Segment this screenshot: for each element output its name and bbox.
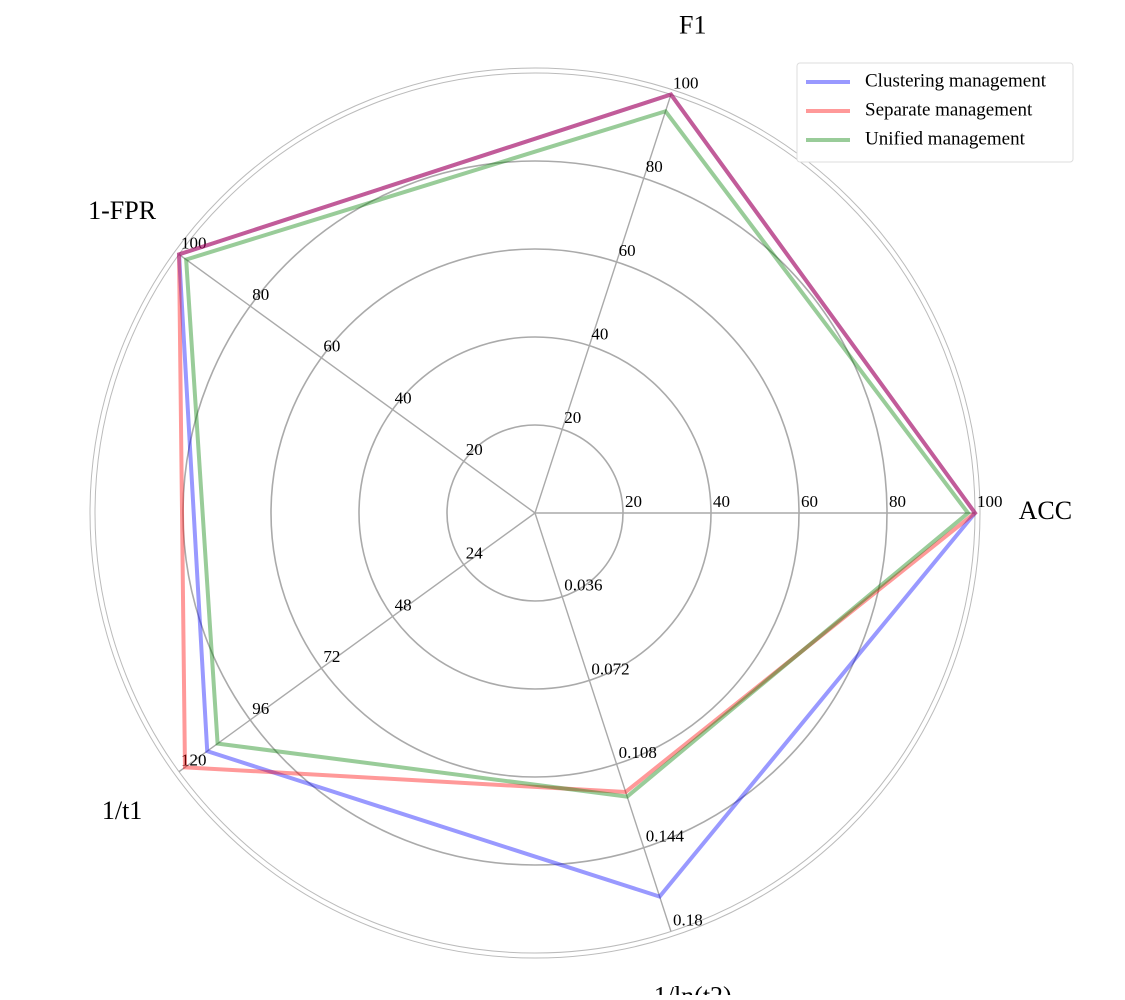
tick-label: 0.036	[564, 576, 602, 595]
frame	[89, 67, 981, 959]
series-line	[177, 92, 978, 795]
tick-label: 72	[323, 647, 340, 666]
tick-label: 40	[395, 388, 412, 407]
tick-label: 0.072	[591, 659, 629, 678]
tick-label: 80	[889, 492, 906, 511]
series-line	[184, 108, 971, 799]
legend-label: Separate management	[865, 99, 1033, 120]
tick-label: 96	[252, 699, 269, 718]
axis-label: 1/t1	[102, 796, 142, 825]
tick-label: 60	[619, 241, 636, 260]
axis-label: 1/ln(t2)	[654, 981, 732, 995]
tick-label: 40	[591, 325, 608, 344]
tick-label: 0.144	[646, 827, 685, 846]
tick-label: 48	[395, 595, 412, 614]
tick-label: 100	[977, 492, 1003, 511]
legend-label: Unified management	[865, 128, 1026, 149]
axis-line	[178, 512, 536, 773]
tick-label: 24	[466, 544, 484, 563]
tick-label: 80	[646, 157, 663, 176]
tick-label: 100	[673, 73, 699, 92]
legend-box	[796, 62, 1074, 163]
axis-line	[534, 94, 672, 514]
tick-label: 20	[564, 408, 581, 427]
tick-label: 60	[323, 337, 340, 356]
tick-label: 20	[625, 492, 642, 511]
axis-label: ACC	[1019, 496, 1072, 525]
axis-label: F1	[679, 11, 706, 40]
legend: Clustering management Separate management…	[796, 62, 1074, 163]
tick-label: 60	[801, 492, 818, 511]
axis-line	[534, 512, 672, 932]
legend-label: Clustering management	[865, 70, 1047, 91]
axis-label: 1-FPR	[88, 196, 157, 225]
axis-line	[178, 253, 536, 514]
series-line	[176, 92, 978, 899]
tick-label: 80	[252, 285, 269, 304]
tick-label: 100	[181, 233, 207, 252]
tick-label: 0.18	[673, 910, 703, 929]
tick-label: 40	[713, 492, 730, 511]
tick-label: 0.108	[619, 743, 657, 762]
tick-label: 120	[181, 751, 207, 770]
tick-label: 20	[466, 440, 483, 459]
